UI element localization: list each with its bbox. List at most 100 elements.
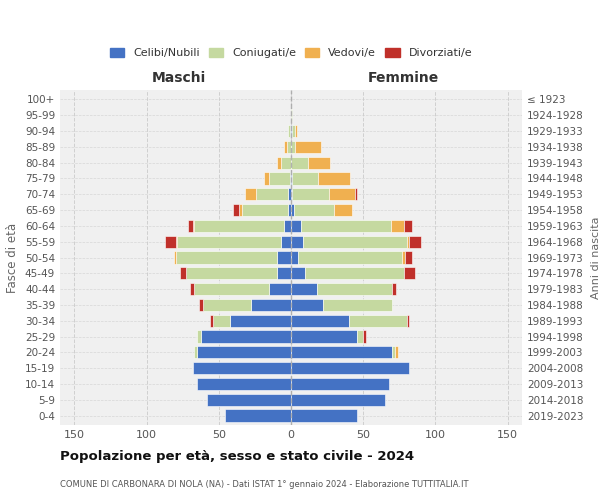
Bar [291,330,358,342]
Bar [197,330,202,342]
Bar [230,314,291,327]
Bar [305,267,404,280]
Bar [287,140,291,153]
Bar [190,283,194,296]
Y-axis label: Anni di nascita: Anni di nascita [590,216,600,298]
Bar [291,410,358,422]
Bar [291,156,308,169]
Bar [358,330,363,342]
Bar [210,314,213,327]
Bar [207,394,291,406]
Bar [392,283,397,296]
Bar [277,267,291,280]
Bar [405,252,412,264]
Bar [233,204,239,216]
Bar [407,314,409,327]
Bar [404,267,415,280]
Bar [202,330,291,342]
Bar [294,204,334,216]
Bar [176,252,277,264]
Bar [199,298,203,311]
Bar [281,236,291,248]
Bar [291,252,298,264]
Bar [291,109,292,122]
Bar [291,394,385,406]
Bar [197,378,291,390]
Bar [288,188,291,200]
Bar [277,252,291,264]
Bar [193,220,194,232]
Bar [194,346,197,358]
Bar [203,298,251,311]
Bar [292,188,329,200]
Bar [363,330,366,342]
Bar [404,220,412,232]
Bar [402,252,405,264]
Bar [291,220,301,232]
Legend: Celibi/Nubili, Coniugati/e, Vedovi/e, Divorziati/e: Celibi/Nubili, Coniugati/e, Vedovi/e, Di… [108,46,474,60]
Bar [295,125,297,137]
Bar [194,220,284,232]
Bar [193,362,291,374]
Bar [292,125,295,137]
Bar [284,140,287,153]
Bar [277,156,281,169]
Bar [391,220,404,232]
Bar [323,298,392,311]
Bar [355,188,358,200]
Bar [407,236,409,248]
Bar [291,346,392,358]
Bar [269,283,291,296]
Bar [290,125,291,137]
Bar [349,314,407,327]
Text: Femmine: Femmine [368,72,439,86]
Bar [188,220,193,232]
Bar [292,172,319,184]
Bar [291,204,294,216]
Bar [256,188,288,200]
Bar [409,236,421,248]
Bar [291,298,323,311]
Bar [291,140,295,153]
Bar [176,236,177,248]
Text: Popolazione per età, sesso e stato civile - 2024: Popolazione per età, sesso e stato civil… [60,450,414,463]
Bar [290,172,291,184]
Bar [291,314,349,327]
Bar [177,236,281,248]
Bar [291,236,302,248]
Bar [288,204,291,216]
Bar [166,236,176,248]
Bar [269,172,290,184]
Bar [298,252,402,264]
Bar [395,346,398,358]
Bar [213,314,230,327]
Bar [301,220,391,232]
Bar [239,204,242,216]
Y-axis label: Fasce di età: Fasce di età [7,222,19,292]
Bar [197,346,291,358]
Bar [302,236,407,248]
Bar [291,378,389,390]
Bar [174,252,176,264]
Text: Maschi: Maschi [151,72,206,86]
Bar [281,156,291,169]
Bar [224,410,291,422]
Bar [180,267,185,280]
Bar [251,298,291,311]
Bar [284,220,291,232]
Bar [291,362,409,374]
Bar [291,267,305,280]
Bar [308,156,330,169]
Bar [288,125,290,137]
Bar [242,204,288,216]
Bar [291,283,317,296]
Bar [319,172,350,184]
Bar [317,283,392,296]
Bar [185,267,277,280]
Bar [334,204,352,216]
Bar [263,172,269,184]
Bar [291,172,292,184]
Text: COMUNE DI CARBONARA DI NOLA (NA) - Dati ISTAT 1° gennaio 2024 - Elaborazione TUT: COMUNE DI CARBONARA DI NOLA (NA) - Dati … [60,480,469,489]
Bar [291,125,292,137]
Bar [392,346,395,358]
